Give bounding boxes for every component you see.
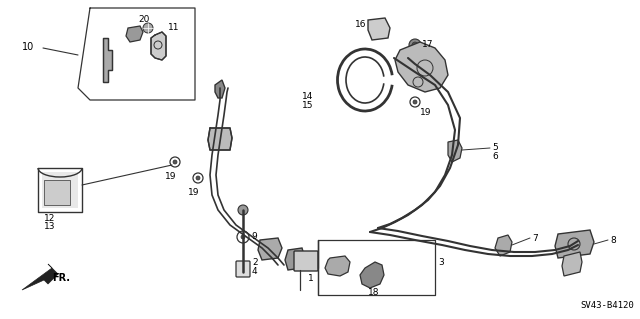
Polygon shape: [258, 238, 282, 260]
Polygon shape: [368, 18, 390, 40]
Text: 12: 12: [44, 214, 56, 223]
Polygon shape: [448, 140, 462, 162]
Circle shape: [409, 39, 421, 51]
Circle shape: [412, 42, 418, 48]
Text: SV43-B4120: SV43-B4120: [580, 301, 634, 310]
Polygon shape: [208, 128, 232, 150]
Text: FR.: FR.: [52, 273, 70, 283]
Polygon shape: [44, 180, 70, 205]
Circle shape: [173, 160, 177, 164]
Polygon shape: [360, 262, 384, 288]
Polygon shape: [285, 248, 305, 270]
Polygon shape: [103, 38, 112, 82]
Text: 6: 6: [492, 152, 498, 161]
Polygon shape: [126, 26, 143, 42]
FancyBboxPatch shape: [236, 261, 250, 277]
Polygon shape: [562, 252, 582, 276]
Text: 11: 11: [168, 23, 179, 32]
Text: 5: 5: [492, 143, 498, 152]
Text: 10: 10: [22, 42, 35, 52]
Polygon shape: [325, 256, 350, 276]
Text: 15: 15: [302, 101, 314, 110]
Text: 16: 16: [355, 20, 367, 29]
Text: 14: 14: [302, 92, 314, 101]
Polygon shape: [555, 230, 594, 258]
Circle shape: [238, 205, 248, 215]
Polygon shape: [495, 235, 512, 256]
Polygon shape: [42, 172, 78, 208]
Circle shape: [241, 235, 245, 239]
Text: 8: 8: [610, 236, 616, 245]
Text: 20: 20: [138, 15, 149, 24]
Polygon shape: [22, 264, 58, 290]
Polygon shape: [151, 32, 166, 60]
Text: 3: 3: [438, 258, 444, 267]
Text: 19: 19: [165, 172, 177, 181]
Polygon shape: [215, 80, 225, 98]
Circle shape: [413, 100, 417, 104]
Circle shape: [143, 23, 153, 33]
Text: 7: 7: [532, 234, 538, 243]
Text: 19: 19: [420, 108, 431, 117]
Text: 18: 18: [368, 288, 380, 297]
Text: 9: 9: [251, 232, 257, 241]
Polygon shape: [395, 42, 448, 92]
Text: 1: 1: [308, 274, 314, 283]
Text: 13: 13: [44, 222, 56, 231]
Text: 19: 19: [188, 188, 200, 197]
Text: 4: 4: [252, 267, 258, 276]
FancyBboxPatch shape: [294, 251, 318, 271]
Text: 2: 2: [252, 258, 258, 267]
Text: 17: 17: [422, 40, 433, 49]
Circle shape: [196, 176, 200, 180]
